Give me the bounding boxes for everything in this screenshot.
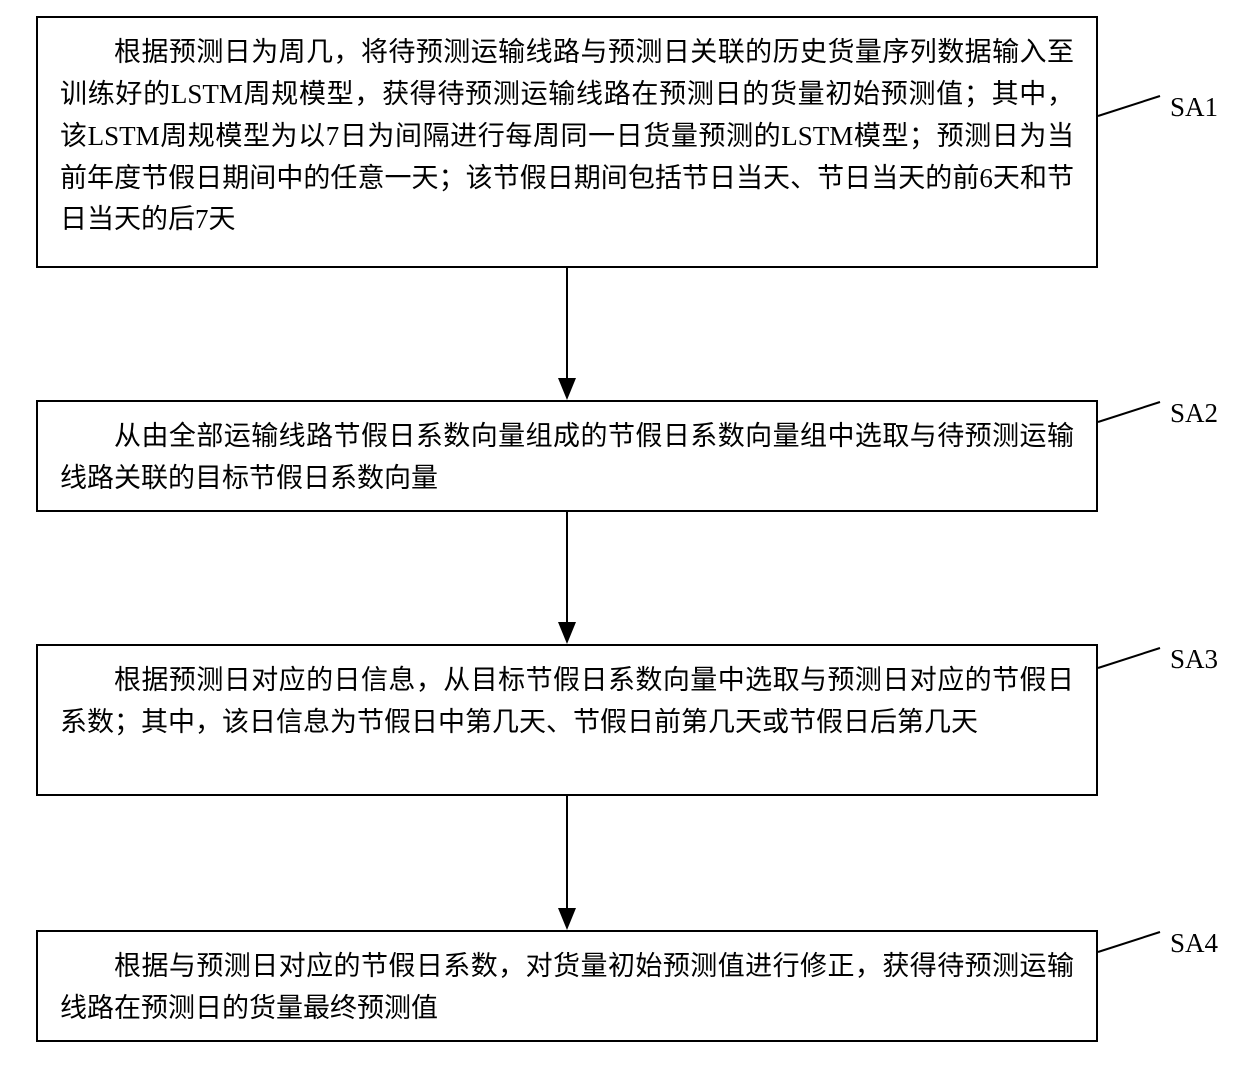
callout-line-sa3 (1096, 646, 1162, 670)
node-text-sa4: 根据与预测日对应的节假日系数，对货量初始预测值进行修正，获得待预测运输线路在预测… (60, 951, 1074, 1023)
flowchart-canvas: 根据预测日为周几，将待预测运输线路与预测日关联的历史货量序列数据输入至训练好的L… (0, 0, 1240, 1069)
step-label-sa2: SA2 (1170, 398, 1218, 429)
node-text-sa1: 根据预测日为周几，将待预测运输线路与预测日关联的历史货量序列数据输入至训练好的L… (60, 37, 1074, 234)
flow-arrow-2-3 (549, 512, 585, 644)
node-text-sa3: 根据预测日对应的日信息，从目标节假日系数向量中选取与预测日对应的节假日系数；其中… (60, 665, 1074, 737)
step-label-sa3: SA3 (1170, 644, 1218, 675)
flow-arrow-1-2 (549, 268, 585, 400)
step-label-sa4: SA4 (1170, 928, 1218, 959)
flow-node-sa1: 根据预测日为周几，将待预测运输线路与预测日关联的历史货量序列数据输入至训练好的L… (36, 16, 1098, 268)
flow-node-sa4: 根据与预测日对应的节假日系数，对货量初始预测值进行修正，获得待预测运输线路在预测… (36, 930, 1098, 1042)
node-text-sa2: 从由全部运输线路节假日系数向量组成的节假日系数向量组中选取与待预测运输线路关联的… (60, 421, 1074, 493)
step-label-sa1: SA1 (1170, 92, 1218, 123)
callout-line-sa1 (1096, 94, 1162, 118)
flow-arrow-3-4 (549, 796, 585, 930)
flow-node-sa2: 从由全部运输线路节假日系数向量组成的节假日系数向量组中选取与待预测运输线路关联的… (36, 400, 1098, 512)
flow-node-sa3: 根据预测日对应的日信息，从目标节假日系数向量中选取与预测日对应的节假日系数；其中… (36, 644, 1098, 796)
callout-line-sa4 (1096, 930, 1162, 954)
callout-line-sa2 (1096, 400, 1162, 424)
